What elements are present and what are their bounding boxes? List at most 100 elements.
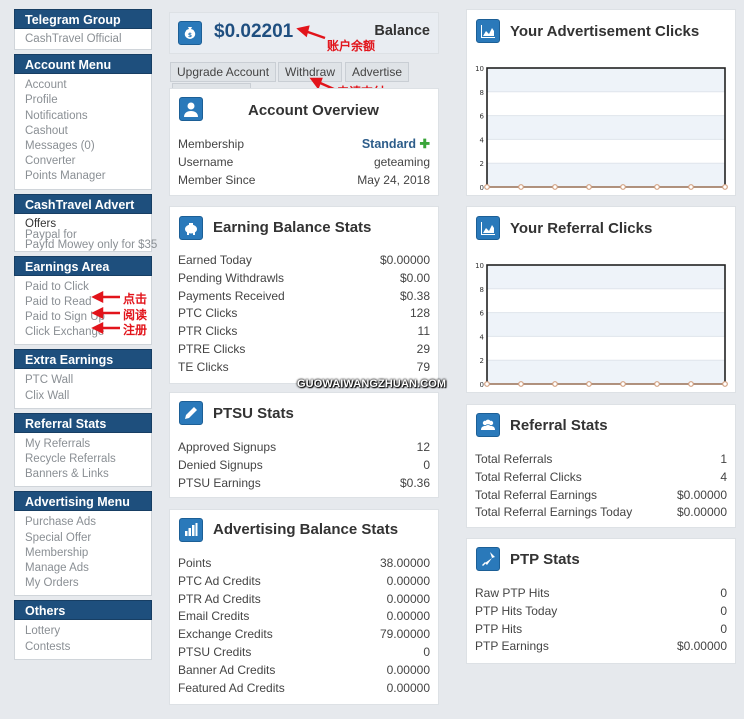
sidebar-group-extra: PTC Wall Clix Wall (14, 369, 152, 409)
ptp-stats-panel: PTP Stats Raw PTP Hits 0 PTP Hits Today 0 … (466, 538, 736, 664)
row-earned-today: Earned Today $0.00000 (178, 252, 430, 270)
row-username: Username geteaming (178, 154, 430, 172)
value-ptsu-credits: 0 (423, 644, 430, 659)
value-total-referrals: 1 (720, 452, 727, 466)
sidebar-group-account-menu: Account Profile Notifications Cashout Me… (14, 74, 152, 190)
row-ptp-earnings: PTP Earnings $0.00000 (475, 638, 727, 656)
sidebar-item-cashtravel-official[interactable]: CashTravel Official (25, 33, 122, 45)
ad-clicks-chart: 0 2 4 6 8 10 (475, 65, 728, 192)
earning-balance-rows: Earned Today $0.00000 Pending Withdrawls $… (178, 252, 430, 377)
sidebar-item-click-exchange[interactable]: Click Exchange (25, 326, 105, 339)
data-point (688, 184, 694, 190)
sidebar-item-points-manager[interactable]: Points Manager (25, 170, 106, 183)
y-tick-label: 10 (475, 262, 484, 270)
label-total-referral-clicks: Total Referral Clicks (475, 469, 582, 484)
sidebar-item-recycle-referrals[interactable]: Recycle Referrals (25, 453, 116, 466)
label-points: Points (178, 556, 212, 570)
data-point (586, 381, 592, 387)
value-email-credits: 0.00000 (386, 609, 430, 624)
label-approved-signups: Approved Signups (178, 440, 277, 454)
value-te-clicks: 79 (416, 359, 430, 374)
sidebar-item-my-orders[interactable]: My Orders (25, 577, 79, 590)
data-point (484, 184, 490, 190)
data-point (620, 381, 626, 387)
value-total-referral-earnings-today: $0.00000 (676, 505, 727, 520)
grid-band (487, 139, 725, 164)
sidebar-item-paid-to-click[interactable]: Paid to Click (25, 280, 89, 293)
data-point (552, 381, 558, 387)
earning-balance-title: Earning Balance Stats (213, 219, 372, 236)
label-ptr-ad-credits: PTR Ad Credits (178, 591, 261, 606)
y-tick-label: 6 (480, 113, 485, 121)
row-denied-signups: Denied Signups 0 (178, 457, 430, 475)
data-point (518, 381, 524, 387)
data-point (688, 381, 694, 387)
sidebar-item-paid-to-sign-up[interactable]: Paid to Sign Up (25, 311, 105, 324)
sidebar-item-manage-ads[interactable]: Manage Ads (25, 562, 89, 575)
value-featured-ad-credits: 0.00000 (386, 680, 430, 695)
referral-clicks-panel: Your Referral Clicks 0 2 4 6 8 10 (466, 206, 736, 393)
sidebar-item-paid-to-read[interactable]: Paid to Read (25, 295, 92, 308)
referral-clicks-chart: 0 2 4 6 8 10 (475, 262, 728, 389)
tab-upgrade-account[interactable]: Upgrade Account (170, 62, 277, 82)
tab-withdraw[interactable]: Withdraw (278, 62, 343, 82)
value-ptp-hits-today: 0 (720, 603, 727, 618)
tab-advertise[interactable]: Advertise (345, 62, 410, 82)
sidebar-item-converter[interactable]: Converter (25, 155, 76, 168)
sidebar-item-profile[interactable]: Profile (25, 94, 58, 107)
grid-band (487, 163, 725, 187)
users-icon (476, 413, 500, 437)
value-ptc-ad-credits: 0.00000 (386, 573, 430, 588)
ad-clicks-title: Your Advertisement Clicks (510, 23, 700, 40)
row-member-since: Member Since May 24, 2018 (178, 172, 430, 190)
row-points: Points 38.00000 (178, 555, 430, 573)
sidebar-item-banners-links[interactable]: Banners & Links (25, 468, 109, 481)
sidebar-item-messages[interactable]: Messages (0) (25, 140, 95, 153)
sidebar-item-notifications[interactable]: Notifications (25, 109, 88, 122)
annotation-balance: 账户余额 (327, 39, 376, 53)
sidebar-heading-telegram: Telegram Group (14, 9, 152, 29)
row-total-referral-earnings-today: Total Referral Earnings Today $0.00000 (475, 504, 727, 522)
referral-stats-rows: Total Referrals 1 Total Referral Clicks 4 … (475, 451, 727, 522)
ptp-stats-rows: Raw PTP Hits 0 PTP Hits Today 0 PTP Hits 0 … (475, 585, 727, 656)
sidebar-item-special-offer[interactable]: Special Offer (25, 531, 92, 544)
sidebar-heading-cashtravel-advert: CashTravel Advert (14, 193, 152, 214)
sidebar-heading-account-menu: Account Menu (14, 54, 152, 75)
sidebar-item-membership[interactable]: Membership (25, 546, 89, 559)
sidebar-item-purchase-ads[interactable]: Purchase Ads (25, 516, 96, 529)
value-total-referral-clicks: 4 (720, 469, 727, 484)
sidebar-item-account[interactable]: Account (25, 79, 67, 92)
watermark-text: GUOWAIWANGZHUAN.COM (297, 378, 447, 390)
sidebar-item-lottery[interactable]: Lottery (25, 625, 61, 638)
sidebar-item-ptc-wall[interactable]: PTC Wall (25, 374, 74, 387)
grid-band (487, 336, 725, 361)
sidebar-item-contests[interactable]: Contests (25, 640, 71, 653)
label-banner-ad-credits: Banner Ad Credits (178, 662, 276, 677)
user-icon (179, 97, 203, 121)
sidebar-item-cashout[interactable]: Cashout (25, 124, 68, 137)
annotation-signup: 注册 (123, 323, 148, 337)
label-ptp-hits: PTP Hits (475, 621, 523, 636)
data-point (518, 184, 524, 190)
y-tick-label: 4 (480, 333, 485, 341)
pencil-icon (179, 401, 203, 425)
sidebar-item-my-referrals[interactable]: My Referrals (25, 437, 91, 450)
sidebar-item-clix-wall[interactable]: Clix Wall (25, 389, 70, 402)
balance-label: Balance (374, 23, 430, 39)
area-chart-icon (476, 19, 500, 43)
data-point (586, 184, 592, 190)
data-point (654, 184, 660, 190)
advert-payment-text: Payfd Mowey only for $35 (25, 238, 158, 251)
row-pending-withdrawls: Pending Withdrawls $0.00 (178, 270, 430, 288)
row-ptr-clicks: PTR Clicks 11 (178, 323, 430, 341)
advert-offers-text[interactable]: Offers (25, 217, 57, 230)
y-tick-label: 8 (480, 89, 484, 97)
y-tick-label: 0 (480, 381, 484, 389)
y-tick-label: 6 (480, 310, 485, 318)
value-username: geteaming (373, 154, 430, 169)
label-email-credits: Email Credits (178, 609, 250, 624)
membership-value: Standard (361, 137, 417, 151)
row-exchange-credits: Exchange Credits 79.00000 (178, 626, 430, 644)
data-point (484, 381, 490, 387)
row-email-credits: Email Credits 0.00000 (178, 608, 430, 626)
